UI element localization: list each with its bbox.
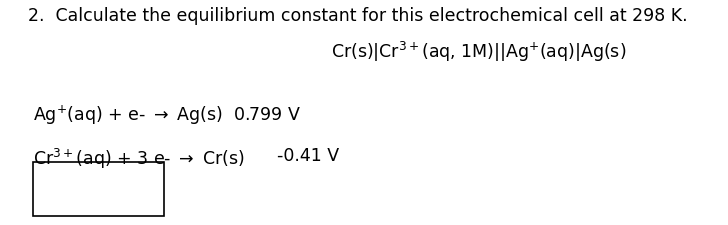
Text: 2.  Calculate the equilibrium constant for this electrochemical cell at 298 K.: 2. Calculate the equilibrium constant fo… <box>28 7 687 25</box>
Text: Ag$^{+}$(aq) + e- $\rightarrow$ Ag(s)  0.799 V: Ag$^{+}$(aq) + e- $\rightarrow$ Ag(s) 0.… <box>33 104 301 127</box>
Text: Cr(s)|Cr$^{3+}$(aq, 1M)||Ag$^{+}$(aq)|Ag(s): Cr(s)|Cr$^{3+}$(aq, 1M)||Ag$^{+}$(aq)|Ag… <box>331 39 627 63</box>
Text: Cr$^{3+}$(aq) + 3 e- $\rightarrow$ Cr(s): Cr$^{3+}$(aq) + 3 e- $\rightarrow$ Cr(s) <box>33 146 245 170</box>
Text: -0.41 V: -0.41 V <box>277 146 339 164</box>
FancyBboxPatch shape <box>33 162 164 216</box>
